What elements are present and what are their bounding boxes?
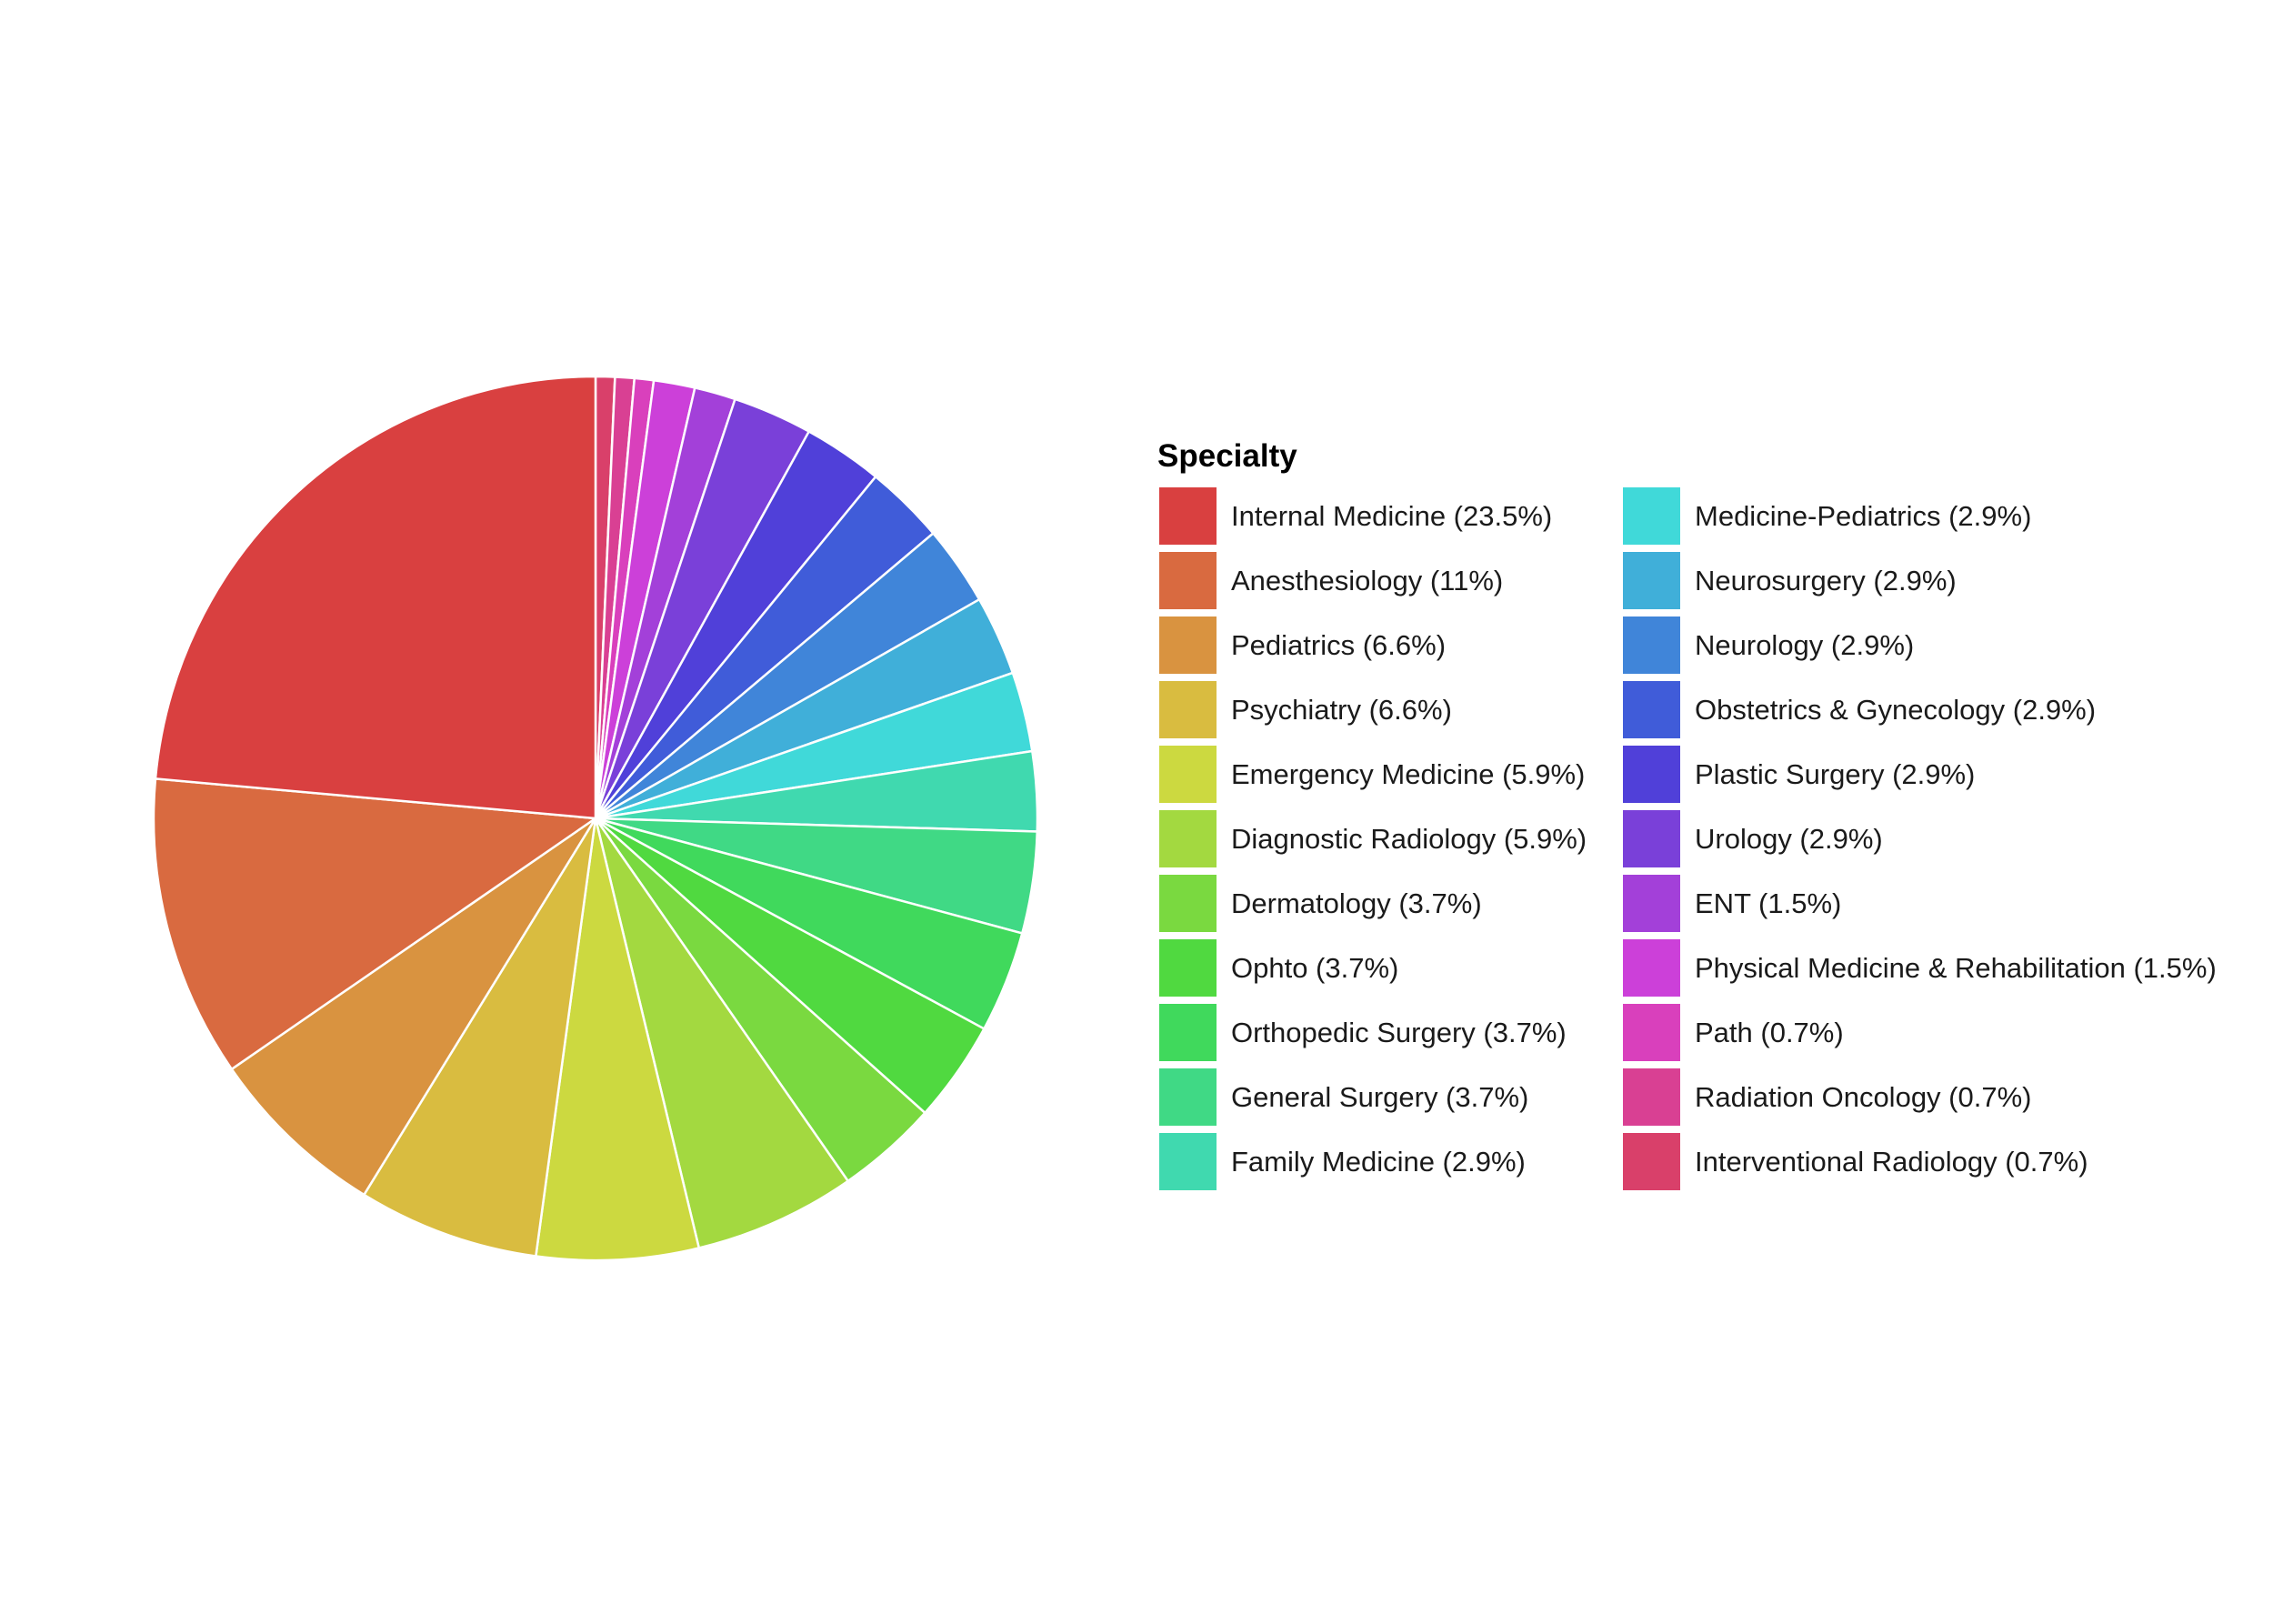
- legend-swatch: [1157, 937, 1218, 998]
- pie-slice: [230, 817, 597, 1197]
- legend-swatch: [1621, 679, 1682, 740]
- legend-swatch: [1621, 1067, 1682, 1128]
- legend-swatch: [1621, 1131, 1682, 1192]
- legend-label: Ophto (3.7%): [1231, 951, 1399, 984]
- legend-item: Psychiatry (6.6%): [1157, 677, 1621, 742]
- legend-item: Plastic Surgery (2.9%): [1621, 742, 2085, 807]
- legend-swatch: [1621, 486, 1682, 546]
- legend-item: Urology (2.9%): [1621, 807, 2085, 871]
- legend-label: Family Medicine (2.9%): [1231, 1145, 1526, 1178]
- legend-swatch: [1621, 1002, 1682, 1063]
- legend-swatch: [1157, 679, 1218, 740]
- pie-slice: [152, 777, 597, 1071]
- legend-label: Urology (2.9%): [1695, 822, 1883, 855]
- legend-item: Neurology (2.9%): [1621, 613, 2085, 677]
- legend-item: Anesthesiology (11%): [1157, 548, 1621, 613]
- legend-swatch: [1621, 744, 1682, 805]
- legend-item: Diagnostic Radiology (5.9%): [1157, 807, 1621, 871]
- legend-label: Pediatrics (6.6%): [1231, 628, 1447, 661]
- legend-swatch: [1157, 744, 1218, 805]
- legend-swatch: [1621, 550, 1682, 611]
- legend-item: Internal Medicine (23.5%): [1157, 484, 1621, 548]
- legend-swatch: [1157, 808, 1218, 869]
- legend-swatch: [1621, 808, 1682, 869]
- legend-swatch: [1157, 615, 1218, 676]
- legend-item: Path (0.7%): [1621, 1000, 2085, 1065]
- legend-label: Emergency Medicine (5.9%): [1231, 757, 1586, 790]
- legend-item: Dermatology (3.7%): [1157, 871, 1621, 936]
- legend-swatch: [1621, 937, 1682, 998]
- legend-swatch: [1621, 873, 1682, 934]
- legend-label: Physical Medicine & Rehabilitation (1.5%…: [1695, 951, 2217, 984]
- legend-item: Ophto (3.7%): [1157, 936, 1621, 1000]
- legend-item: Radiation Oncology (0.7%): [1621, 1065, 2085, 1129]
- legend-item: Obstetrics & Gynecology (2.9%): [1621, 677, 2096, 742]
- legend: Specialty Internal Medicine (23.5%) Anest…: [1157, 438, 2248, 1194]
- legend-item: Interventional Radiology (0.7%): [1621, 1129, 2088, 1194]
- legend-item: Family Medicine (2.9%): [1157, 1129, 1621, 1194]
- legend-item: Orthopedic Surgery (3.7%): [1157, 1000, 1621, 1065]
- legend-label: Neurology (2.9%): [1695, 628, 1915, 661]
- pie-slice: [363, 817, 597, 1258]
- legend-title: Specialty: [1157, 438, 1297, 474]
- legend-item: General Surgery (3.7%): [1157, 1065, 1621, 1129]
- legend-item: Medicine-Pediatrics (2.9%): [1621, 484, 2085, 548]
- legend-label: Radiation Oncology (0.7%): [1695, 1080, 2032, 1113]
- legend-swatch: [1621, 615, 1682, 676]
- legend-label: Orthopedic Surgery (3.7%): [1231, 1016, 1567, 1048]
- pie-slice: [154, 375, 597, 820]
- legend-item: Pediatrics (6.6%): [1157, 613, 1621, 677]
- legend-swatch: [1157, 550, 1218, 611]
- legend-swatch: [1157, 1002, 1218, 1063]
- legend-swatch: [1157, 873, 1218, 934]
- pie-slice: [594, 817, 849, 1249]
- legend-label: Interventional Radiology (0.7%): [1695, 1145, 2088, 1178]
- legend-item: Emergency Medicine (5.9%): [1157, 742, 1621, 807]
- legend-label: General Surgery (3.7%): [1231, 1080, 1529, 1113]
- legend-label: Diagnostic Radiology (5.9%): [1231, 822, 1587, 855]
- legend-label: Dermatology (3.7%): [1231, 887, 1482, 919]
- legend-label: Psychiatry (6.6%): [1231, 693, 1452, 726]
- pie-chart: [152, 375, 1039, 1262]
- legend-label: Medicine-Pediatrics (2.9%): [1695, 499, 2032, 532]
- legend-item: Neurosurgery (2.9%): [1621, 548, 2085, 613]
- pie-slice: [535, 817, 701, 1262]
- legend-swatch: [1157, 1131, 1218, 1192]
- legend-label: ENT (1.5%): [1695, 887, 1842, 919]
- legend-label: Path (0.7%): [1695, 1016, 1844, 1048]
- legend-item: ENT (1.5%): [1621, 871, 2085, 936]
- legend-swatch: [1157, 1067, 1218, 1128]
- legend-column-right: Medicine-Pediatrics (2.9%) Neurosurgery (…: [1621, 484, 2217, 1194]
- legend-label: Internal Medicine (23.5%): [1231, 499, 1553, 532]
- legend-item: Physical Medicine & Rehabilitation (1.5%…: [1621, 936, 2217, 1000]
- legend-swatch: [1157, 486, 1218, 546]
- legend-label: Neurosurgery (2.9%): [1695, 564, 1957, 596]
- legend-column-left: Internal Medicine (23.5%) Anesthesiology …: [1157, 484, 1621, 1194]
- legend-label: Plastic Surgery (2.9%): [1695, 757, 1976, 790]
- legend-label: Obstetrics & Gynecology (2.9%): [1695, 693, 2097, 726]
- legend-label: Anesthesiology (11%): [1231, 564, 1504, 596]
